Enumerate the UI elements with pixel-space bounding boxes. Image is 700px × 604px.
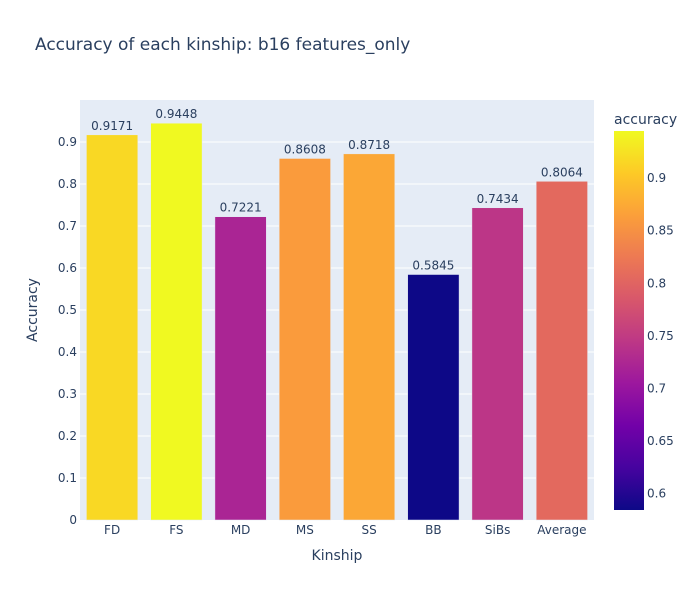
y-tick-label: 0.7 <box>58 219 77 233</box>
data-label: 0.8064 <box>541 165 583 179</box>
colorbar-gradient <box>614 131 644 510</box>
data-labels: 0.9171 0.9448 0.7221 0.8608 0.8718 0.5845 0.74… <box>91 107 583 272</box>
y-tick-label: 0.4 <box>58 345 77 359</box>
x-tick-label: FD <box>104 523 120 537</box>
y-tick-label: 0.6 <box>58 261 77 275</box>
bar-bb <box>407 274 460 521</box>
y-axis-ticks: 0 0.1 0.2 0.3 0.4 0.5 0.6 0.7 0.8 0.9 <box>58 135 77 527</box>
x-tick-label: MS <box>296 523 314 537</box>
bar-sibs <box>471 207 524 521</box>
colorbar-tick-label: 0.65 <box>647 434 674 448</box>
colorbar-title: accuracy <box>614 112 677 128</box>
x-axis-ticks: FD FS MD MS SS BB SiBs Average <box>104 523 586 537</box>
y-tick-label: 0.8 <box>58 177 77 191</box>
bar-fs <box>150 122 203 521</box>
data-label: 0.8608 <box>284 142 326 156</box>
y-tick-label: 0.1 <box>58 471 77 485</box>
colorbar-tick-label: 0.7 <box>647 382 666 396</box>
data-label: 0.5845 <box>412 259 454 273</box>
y-tick-label: 0.3 <box>58 387 77 401</box>
x-tick-label: SiBs <box>485 523 510 537</box>
bars <box>86 122 588 521</box>
colorbar-ticks: 0.6 0.65 0.7 0.75 0.8 0.85 0.9 <box>647 171 674 501</box>
bar-ms <box>278 158 331 521</box>
data-label: 0.7434 <box>477 192 519 206</box>
bar-ss <box>343 153 396 521</box>
bar-fd <box>86 134 139 521</box>
bar-md <box>214 216 267 521</box>
x-tick-label: FS <box>169 523 183 537</box>
data-label: 0.9171 <box>91 119 133 133</box>
colorbar-tick-label: 0.75 <box>647 329 674 343</box>
colorbar-tick-label: 0.8 <box>647 276 666 290</box>
y-tick-label: 0.9 <box>58 135 77 149</box>
y-axis-title: Accuracy <box>25 278 41 342</box>
colorbar-tick-label: 0.6 <box>647 487 666 501</box>
data-label: 0.9448 <box>155 107 197 121</box>
colorbar-tick-label: 0.9 <box>647 171 666 185</box>
y-tick-label: 0 <box>69 513 77 527</box>
x-tick-label: BB <box>425 523 441 537</box>
x-tick-label: MD <box>231 523 251 537</box>
colorbar: accuracy 0.6 0.65 0.7 0.75 0.8 0.85 0.9 <box>614 112 677 510</box>
x-tick-label: SS <box>362 523 377 537</box>
x-axis-title: Kinship <box>312 548 363 564</box>
y-tick-label: 0.2 <box>58 429 77 443</box>
bar-average <box>535 181 588 521</box>
data-label: 0.8718 <box>348 138 390 152</box>
data-label: 0.7221 <box>220 201 262 215</box>
colorbar-tick-label: 0.85 <box>647 224 674 238</box>
x-tick-label: Average <box>537 523 586 537</box>
chart-title: Accuracy of each kinship: b16 features_o… <box>35 35 410 55</box>
y-tick-label: 0.5 <box>58 303 77 317</box>
